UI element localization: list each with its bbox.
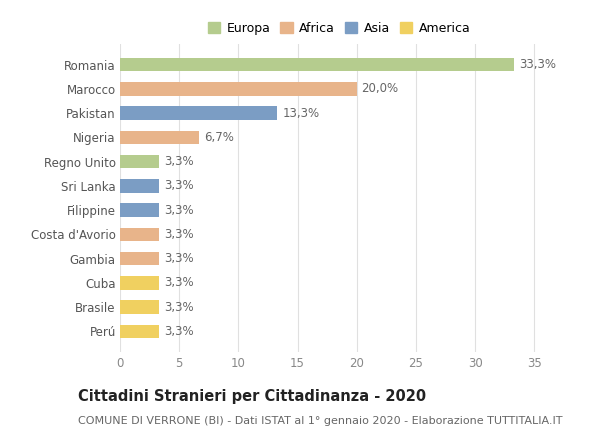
Legend: Europa, Africa, Asia, America: Europa, Africa, Asia, America — [205, 19, 473, 37]
Text: 3,3%: 3,3% — [164, 228, 193, 241]
Bar — [120, 106, 277, 120]
Bar — [120, 203, 159, 217]
Text: 13,3%: 13,3% — [282, 106, 319, 120]
Text: Cittadini Stranieri per Cittadinanza - 2020: Cittadini Stranieri per Cittadinanza - 2… — [78, 389, 426, 404]
Text: 3,3%: 3,3% — [164, 252, 193, 265]
Text: 3,3%: 3,3% — [164, 204, 193, 216]
Text: COMUNE DI VERRONE (BI) - Dati ISTAT al 1° gennaio 2020 - Elaborazione TUTTITALIA: COMUNE DI VERRONE (BI) - Dati ISTAT al 1… — [78, 416, 563, 426]
Text: 33,3%: 33,3% — [519, 58, 556, 71]
Bar — [120, 131, 199, 144]
Bar — [120, 155, 159, 169]
Bar — [120, 58, 514, 71]
Text: 3,3%: 3,3% — [164, 276, 193, 290]
Bar — [120, 301, 159, 314]
Bar — [120, 276, 159, 290]
Text: 3,3%: 3,3% — [164, 155, 193, 168]
Bar — [120, 82, 357, 95]
Text: 20,0%: 20,0% — [361, 82, 398, 95]
Bar — [120, 252, 159, 265]
Bar — [120, 179, 159, 193]
Text: 6,7%: 6,7% — [204, 131, 234, 144]
Text: 3,3%: 3,3% — [164, 325, 193, 338]
Text: 3,3%: 3,3% — [164, 301, 193, 314]
Bar — [120, 227, 159, 241]
Bar — [120, 325, 159, 338]
Text: 3,3%: 3,3% — [164, 180, 193, 192]
